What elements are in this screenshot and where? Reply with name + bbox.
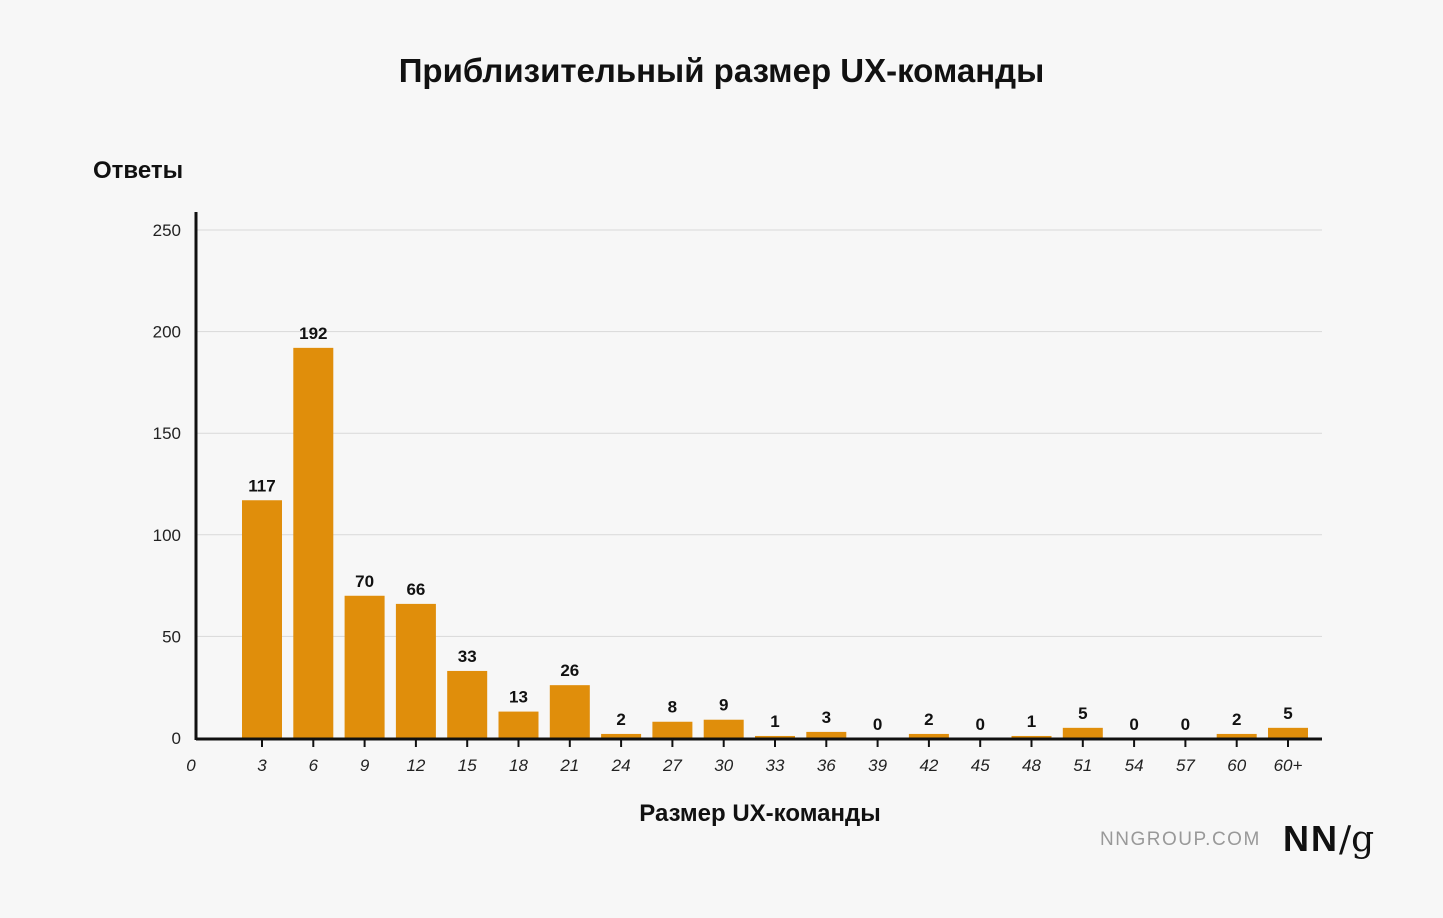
data-label: 2 [616,710,625,729]
logo-slash: / [1339,819,1352,860]
bar [652,721,693,738]
bar [703,719,744,738]
bar [344,595,385,738]
bar [549,685,590,738]
data-label: 3 [822,708,831,727]
x-tick-label: 45 [971,756,990,775]
data-label: 2 [924,710,933,729]
data-label: 5 [1283,704,1292,723]
chart-title: Приблизительный размер UX-команды [398,52,1045,89]
x-tick-label: 36 [817,756,836,775]
x-tick-label: 9 [360,756,370,775]
x-tick-label: 48 [1022,756,1041,775]
bar [1216,733,1257,738]
x-tick-label: 57 [1176,756,1195,775]
y-tick-label: 200 [153,323,181,342]
data-label: 0 [873,715,882,734]
nng-logo: NN/g [1283,818,1374,860]
data-label: 0 [1129,715,1138,734]
y-tick-label: 0 [172,729,181,748]
x-tick-label: 18 [509,756,528,775]
x-tick-label: 6 [309,756,319,775]
y-axis-label: Ответы [93,157,184,184]
x-tick-label: 60 [1227,756,1246,775]
bar [395,603,436,738]
y-tick-label: 250 [153,221,181,240]
x-tick-label: 51 [1073,756,1092,775]
bar [755,735,795,738]
x-tick-label: 21 [559,756,579,775]
x-tick-label: 39 [868,756,887,775]
data-label: 117 [248,476,275,495]
data-label: 13 [509,688,528,707]
bar [601,733,642,738]
x-tick-label: 27 [662,756,682,775]
y-tick-label: 150 [153,424,181,443]
bar [498,711,539,738]
x-tick-label: 33 [766,756,785,775]
data-label: 66 [406,580,425,599]
data-label: 70 [355,572,374,591]
x-tick-label: 42 [919,756,938,775]
bar [1268,727,1308,738]
data-label: 1 [1027,712,1036,731]
bar [293,347,334,738]
site-url: NNGROUP.COM [1100,829,1261,850]
x-tick-label: 24 [611,756,631,775]
data-label: 1 [770,712,779,731]
y-tick-label: 100 [153,526,181,545]
data-label: 8 [668,698,677,717]
x-tick-label: 3 [257,756,267,775]
bar [1062,727,1103,738]
data-label: 0 [1181,715,1190,734]
x-tick-label: 0 [186,756,196,775]
bar [447,670,488,738]
x-tick-label: 12 [406,756,425,775]
logo-nn: NN [1283,818,1339,859]
x-tick-label: 15 [458,756,477,775]
x-tick-label: 30 [714,756,733,775]
data-label: 192 [299,324,327,343]
data-label: 9 [719,696,728,715]
y-tick-label: 50 [162,627,181,646]
x-tick-label: 60+ [1274,756,1303,775]
data-label: 26 [560,661,579,680]
bar [242,500,282,738]
bar [908,733,949,738]
data-label: 5 [1078,704,1087,723]
x-tick-label: 54 [1125,756,1144,775]
data-label: 33 [458,647,477,666]
logo-g: g [1351,819,1375,860]
bar [1011,735,1052,738]
data-label: 2 [1232,710,1241,729]
data-label: 0 [975,715,984,734]
bar [806,731,847,738]
x-axis-label: Размер UX-команды [639,800,881,827]
